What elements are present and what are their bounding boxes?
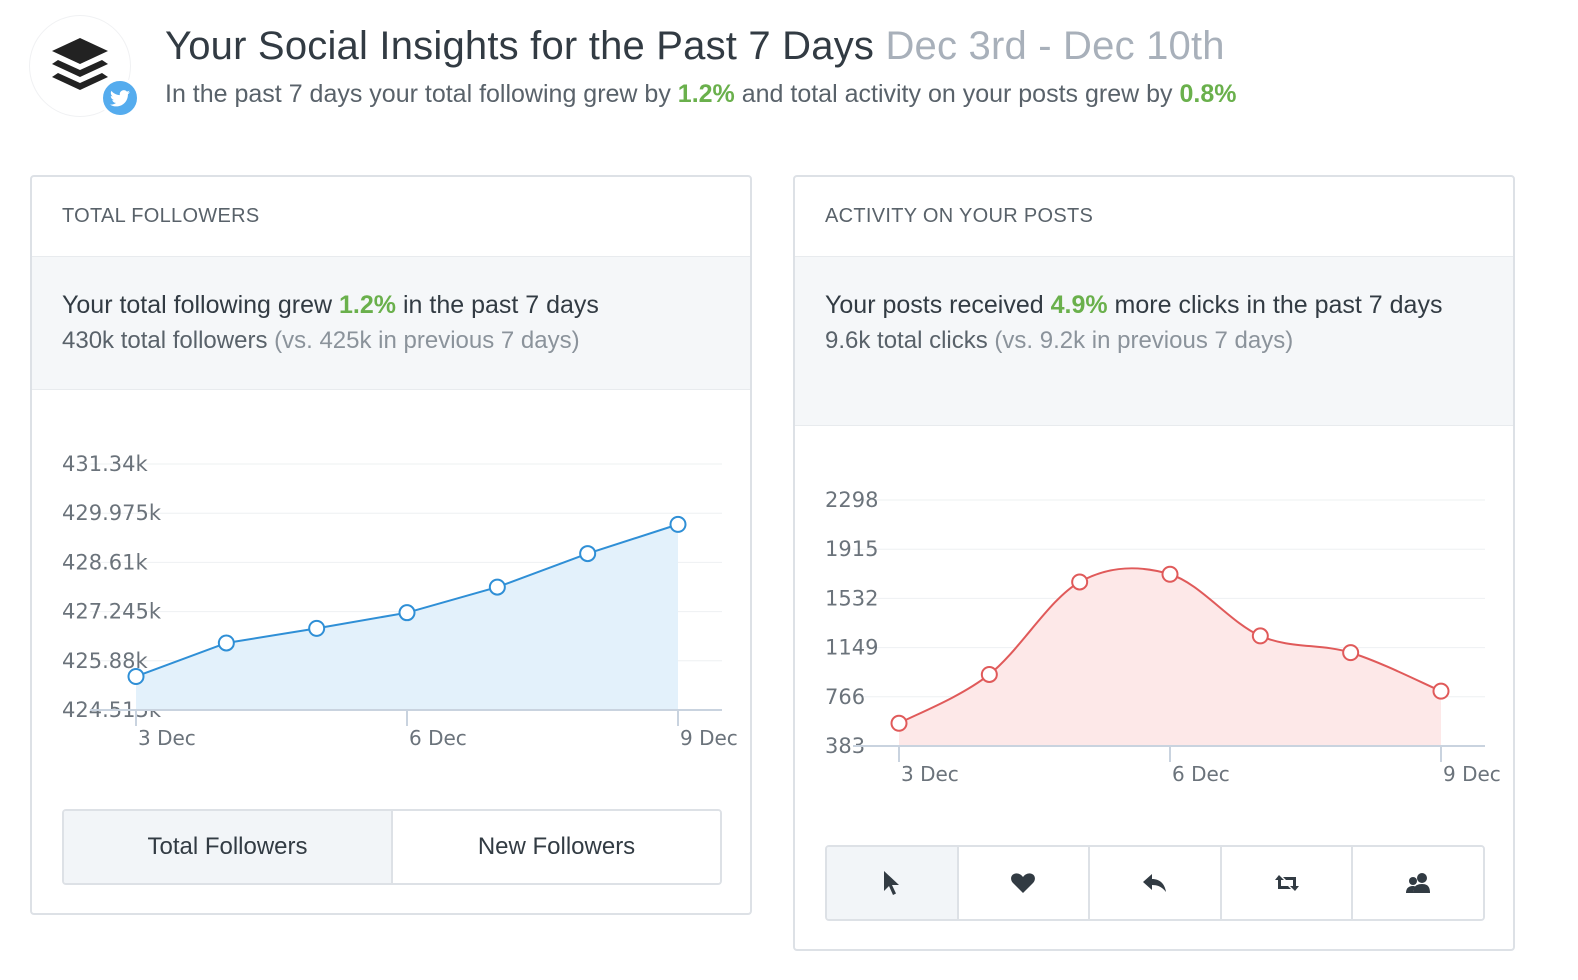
followers-chart: 431.34k429.975k428.61k427.245k425.88k424…: [62, 452, 738, 750]
summary-total: 430k total followers: [62, 327, 268, 354]
page-title: Your Social Insights for the Past 7 Days…: [165, 24, 1225, 69]
y-tick-label: 2298: [825, 488, 878, 512]
summary-main: Your posts received 4.9% more clicks in …: [825, 287, 1483, 323]
twitter-badge: [100, 78, 140, 118]
summary-comparison: (vs. 9.2k in previous 7 days): [994, 327, 1294, 354]
x-tick-label: 9 Dec: [680, 726, 738, 750]
data-point[interactable]: [669, 515, 687, 533]
y-tick-label: 1915: [825, 537, 878, 561]
activity-card: ACTIVITY ON YOUR POSTS Your posts receiv…: [793, 175, 1515, 951]
data-point[interactable]: [980, 665, 998, 683]
summary-pct: 1.2%: [339, 291, 397, 319]
clicks-button[interactable]: [827, 847, 957, 919]
subtitle-text-1: In the past 7 days your total following …: [165, 80, 671, 108]
x-tick-label: 6 Dec: [1172, 762, 1230, 786]
series-area: [899, 568, 1441, 746]
data-point[interactable]: [1251, 627, 1269, 645]
summary-total: 9.6k total clicks: [825, 327, 988, 354]
retweets-button[interactable]: [1219, 847, 1352, 919]
total-followers-button[interactable]: Total Followers: [64, 811, 391, 883]
card-heading: ACTIVITY ON YOUR POSTS: [795, 177, 1513, 257]
replies-button[interactable]: [1088, 847, 1220, 919]
summary-sub: 430k total followers (vs. 425k in previo…: [62, 323, 720, 359]
buffer-logo: [30, 16, 140, 118]
card-summary: Your posts received 4.9% more clicks in …: [795, 257, 1513, 426]
data-point[interactable]: [308, 619, 326, 637]
y-tick-label: 1149: [825, 636, 878, 660]
data-point[interactable]: [488, 578, 506, 596]
followers-icon: [1406, 873, 1431, 893]
y-tick-label: 428.61k: [62, 550, 148, 574]
card-heading: TOTAL FOLLOWERS: [32, 177, 750, 257]
data-point[interactable]: [890, 714, 908, 732]
summary-comparison: (vs. 425k in previous 7 days): [274, 327, 580, 354]
total-followers-card: TOTAL FOLLOWERS Your total following gre…: [30, 175, 752, 915]
new-followers-button[interactable]: New Followers: [391, 811, 720, 883]
summary-text-1: Your posts received: [825, 291, 1044, 319]
followers-toggle: Total Followers New Followers: [62, 809, 722, 885]
metric-toggle: [825, 845, 1485, 921]
x-tick-label: 3 Dec: [138, 726, 196, 750]
y-tick-label: 431.34k: [62, 452, 148, 476]
y-tick-label: 1532: [825, 586, 878, 610]
avatar: [30, 16, 130, 116]
data-point[interactable]: [217, 634, 235, 652]
page-subtitle: In the past 7 days your total following …: [165, 80, 1236, 109]
data-point[interactable]: [1161, 565, 1179, 583]
y-tick-label: 429.975k: [62, 501, 162, 525]
summary-main: Your total following grew 1.2% in the pa…: [62, 287, 720, 323]
subtitle-text-2: and total activity on your posts grew by: [741, 80, 1173, 108]
date-range: Dec 3rd - Dec 10th: [885, 24, 1225, 68]
heart-icon: [1011, 873, 1036, 893]
summary-sub: 9.6k total clicks (vs. 9.2k in previous …: [825, 323, 1483, 359]
summary-pct: 4.9%: [1050, 291, 1108, 319]
data-point[interactable]: [579, 545, 597, 563]
cursor-icon: [883, 871, 899, 895]
data-point[interactable]: [1342, 644, 1360, 662]
layers-icon: [52, 38, 108, 90]
data-point[interactable]: [1071, 573, 1089, 591]
summary-text-2: more clicks in the past 7 days: [1114, 291, 1443, 319]
new-followers-button[interactable]: [1351, 847, 1483, 919]
y-tick-label: 766: [825, 685, 865, 709]
summary-text-1: Your total following grew: [62, 291, 333, 319]
data-point[interactable]: [398, 604, 416, 622]
activity-growth: 0.8%: [1179, 80, 1237, 108]
following-growth: 1.2%: [677, 80, 735, 108]
x-tick-label: 3 Dec: [901, 762, 959, 786]
likes-button[interactable]: [956, 847, 1089, 919]
y-tick-label: 427.245k: [62, 600, 162, 624]
twitter-icon: [110, 89, 130, 106]
data-point[interactable]: [127, 667, 145, 685]
x-tick-label: 6 Dec: [409, 726, 467, 750]
page-title-text: Your Social Insights for the Past 7 Days: [165, 24, 875, 68]
reply-icon: [1142, 874, 1166, 892]
summary-text-2: in the past 7 days: [402, 291, 599, 319]
data-point[interactable]: [1432, 682, 1450, 700]
retweet-icon: [1274, 875, 1299, 891]
card-summary: Your total following grew 1.2% in the pa…: [32, 257, 750, 390]
x-tick-label: 9 Dec: [1443, 762, 1501, 786]
